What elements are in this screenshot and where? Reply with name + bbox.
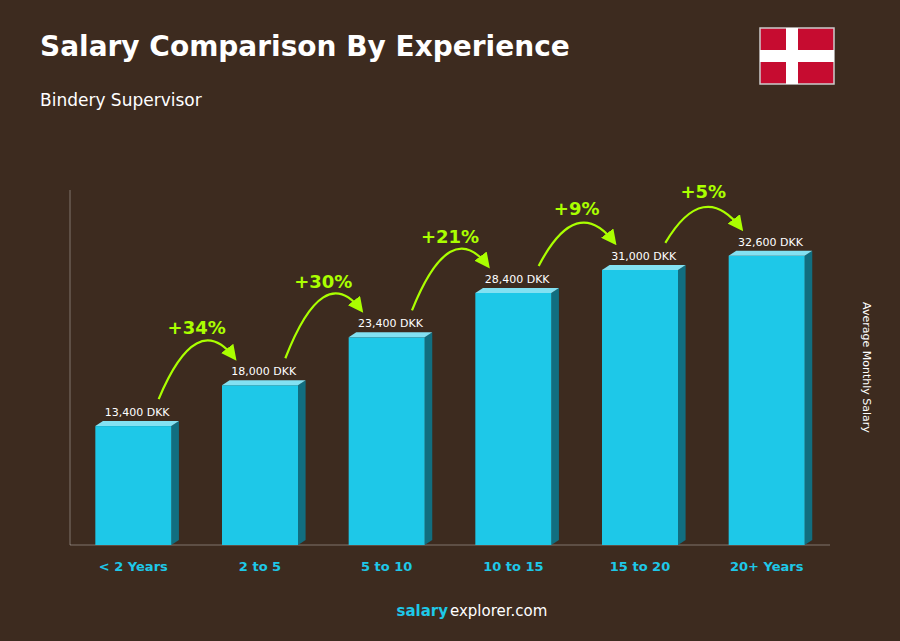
background (0, 0, 900, 641)
change-arrow (159, 340, 235, 399)
bar (602, 270, 678, 545)
annotation: +5% (681, 181, 727, 202)
title: Salary Comparison By Experience (40, 30, 570, 63)
bar (475, 293, 551, 545)
bar-top (95, 421, 179, 426)
x-tick-label: < 2 Years (99, 559, 168, 574)
bar-top (475, 288, 559, 293)
x-tick-label: 5 to 10 (361, 559, 412, 574)
data-label: 31,000 DKK (611, 250, 677, 263)
bar (95, 426, 171, 545)
data-label: 18,000 DKK (231, 365, 297, 378)
annotation: +9% (554, 198, 600, 219)
bar-top (349, 332, 433, 337)
bar-top (729, 251, 813, 256)
bar (222, 385, 298, 545)
bar-side (678, 265, 686, 545)
data-label: 13,400 DKK (105, 406, 171, 419)
bar-top (602, 265, 686, 270)
y-axis-line (70, 190, 71, 545)
x-tick-label: 15 to 20 (610, 559, 670, 574)
annotation: +30% (294, 271, 352, 292)
subtitle: Bindery Supervisor (40, 90, 202, 110)
bar-side (551, 288, 559, 545)
x-axis-line (70, 545, 830, 546)
x-tick-label: 10 to 15 (483, 559, 543, 574)
flag-cross (786, 28, 798, 84)
bar (349, 337, 425, 545)
footer: explorer.com (450, 602, 547, 620)
change-arrow (539, 223, 615, 266)
bar-side (425, 332, 433, 545)
annotation: +34% (168, 317, 226, 338)
change-arrow (412, 249, 488, 311)
y-axis-label: Average Monthly Salary (860, 302, 873, 433)
data-label: 23,400 DKK (358, 317, 424, 330)
chart: Salary Comparison By Experience Bindery S… (0, 0, 900, 641)
change-arrow (665, 207, 741, 243)
x-tick-label: 2 to 5 (239, 559, 281, 574)
bar-side (805, 251, 813, 545)
flag (760, 28, 834, 84)
flag-field (760, 28, 834, 84)
data-label: 32,600 DKK (738, 236, 804, 249)
data-label: 28,400 DKK (485, 273, 551, 286)
change-arrow (285, 293, 361, 358)
bars (95, 251, 812, 545)
footer: salary (397, 602, 449, 620)
bar (729, 256, 805, 545)
bar-side (171, 421, 179, 545)
annotation: +21% (421, 226, 479, 247)
x-tick-label: 20+ Years (730, 559, 804, 574)
bar-side (298, 380, 306, 545)
bar-top (222, 380, 306, 385)
